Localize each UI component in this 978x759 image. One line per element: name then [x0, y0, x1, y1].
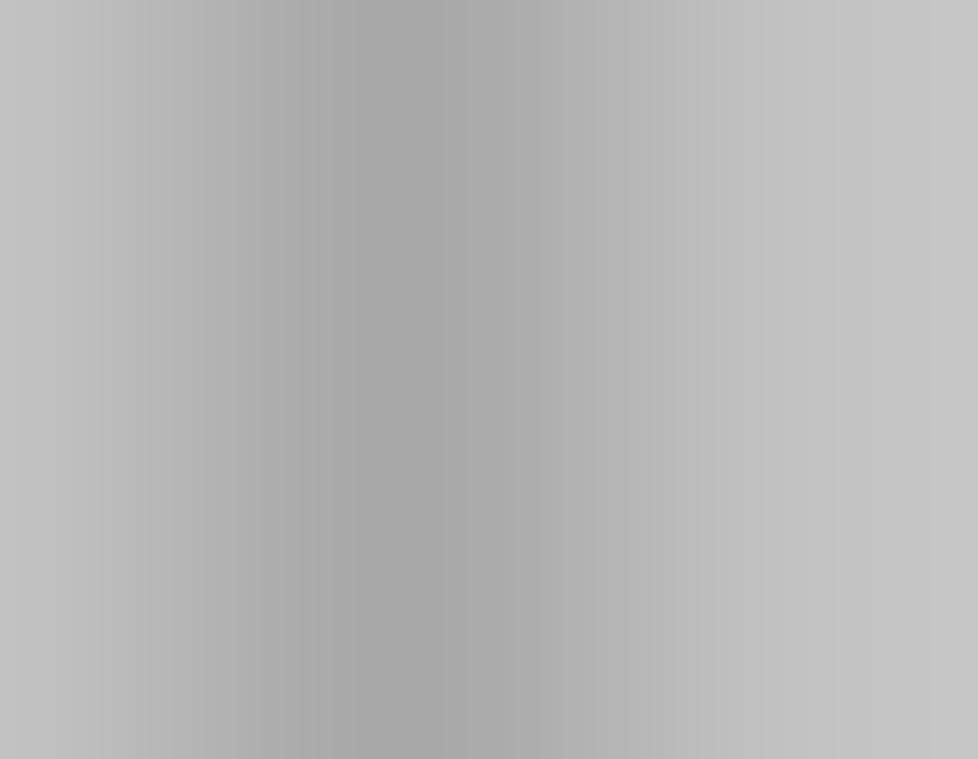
Circle shape [356, 332, 374, 346]
Circle shape [350, 306, 368, 320]
Text: [1M]: [1M] [826, 585, 867, 602]
Circle shape [694, 268, 712, 282]
Circle shape [738, 302, 756, 316]
Text: Diagram 7 shows the electron arrangement of atoms of elements P, Q and R. Some o: Diagram 7 shows the electron arrangement… [136, 168, 919, 186]
Circle shape [625, 322, 643, 335]
Circle shape [275, 288, 292, 301]
Circle shape [819, 342, 836, 355]
Circle shape [621, 342, 639, 355]
Circle shape [232, 351, 247, 363]
Circle shape [152, 332, 169, 346]
Text: medical because these compounds are good solvent with high volatility.: medical because these compounds are good… [136, 137, 714, 154]
Text: Q: Q [496, 329, 507, 344]
Circle shape [312, 349, 330, 363]
Circle shape [157, 360, 175, 373]
Circle shape [275, 378, 292, 391]
Text: (i) Based on Diagram 7, suggest the atoms that can react to form the same type o: (i) Based on Diagram 7, suggest the atom… [136, 503, 916, 520]
Text: Atom P: Atom P [227, 448, 298, 465]
Circle shape [196, 349, 213, 363]
Text: R: R [724, 342, 734, 355]
Circle shape [701, 302, 719, 316]
Circle shape [738, 329, 754, 341]
Circle shape [233, 288, 250, 301]
Circle shape [272, 411, 289, 424]
Text: Atom Q: Atom Q [465, 413, 538, 430]
Circle shape [772, 327, 788, 341]
Circle shape [416, 330, 432, 343]
Circle shape [631, 373, 648, 387]
Circle shape [745, 268, 763, 282]
Circle shape [475, 344, 491, 356]
Circle shape [745, 415, 763, 428]
Circle shape [232, 316, 247, 328]
Text: Atom R: Atom R [692, 456, 765, 474]
Circle shape [815, 361, 832, 375]
Circle shape [486, 325, 516, 348]
Circle shape [196, 317, 213, 330]
Circle shape [511, 317, 527, 329]
Circle shape [432, 330, 449, 343]
Circle shape [712, 335, 745, 361]
Circle shape [350, 360, 368, 373]
Circle shape [277, 351, 292, 363]
Circle shape [277, 316, 292, 328]
Circle shape [703, 356, 719, 368]
Text: (b) Many substances such as alcohol, acetone, ether and ester are used as solven: (b) Many substances such as alcohol, ace… [136, 106, 903, 123]
Text: (ii) Write the chemical formula of the compound formed.: (ii) Write the chemical formula of the c… [136, 606, 595, 624]
Circle shape [669, 356, 686, 370]
Circle shape [236, 255, 253, 269]
Circle shape [236, 411, 253, 424]
Circle shape [694, 415, 712, 428]
Circle shape [312, 317, 330, 330]
Circle shape [738, 381, 756, 395]
Circle shape [493, 283, 510, 297]
Circle shape [233, 378, 250, 391]
Circle shape [772, 356, 788, 370]
Circle shape [272, 255, 289, 269]
Text: Diagram 7: Diagram 7 [457, 468, 546, 485]
Circle shape [157, 306, 175, 320]
Text: can formed organic solvent.: can formed organic solvent. [136, 200, 374, 217]
Circle shape [493, 376, 510, 390]
Text: P: P [258, 332, 267, 346]
Circle shape [669, 327, 686, 341]
Circle shape [244, 325, 282, 354]
Circle shape [815, 322, 832, 335]
Circle shape [720, 428, 737, 442]
Circle shape [570, 330, 587, 343]
Text: solvent used in cosmetic and medical.: solvent used in cosmetic and medical. [136, 535, 444, 553]
Circle shape [554, 330, 570, 343]
Circle shape [701, 381, 719, 395]
